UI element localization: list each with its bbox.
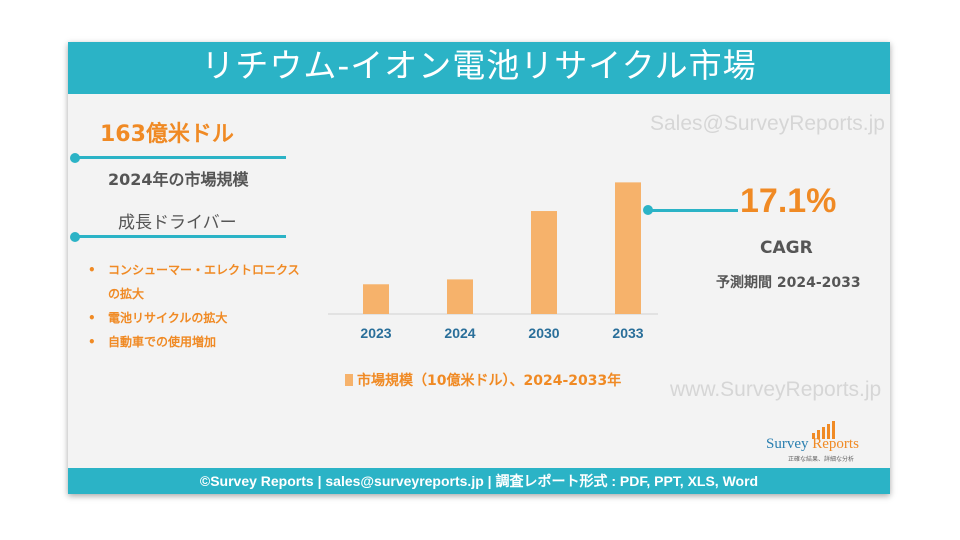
market-bar-chart: 2023 2024 2030 2033	[328, 182, 658, 341]
logo-bars-icon	[812, 420, 837, 439]
legend-swatch	[345, 374, 353, 386]
title-bar: リチウム-イオン電池リサイクル市場	[68, 42, 890, 94]
footer-text: ©Survey Reports | sales@surveyreports.jp…	[199, 473, 759, 489]
forecast-period: 予測期間 2024-2033	[716, 275, 861, 291]
x-tick-label: 2023	[360, 325, 391, 341]
x-tick-label: 2030	[528, 325, 559, 341]
cagr-line	[650, 209, 738, 212]
drivers-heading: 成長ドライバー	[118, 213, 237, 233]
driver-item: コンシューマー・エレクトロニクスの拡大	[88, 258, 308, 306]
survey-reports-logo: Survey Reports 正確な結果、詳細な分析	[766, 420, 878, 463]
driver-item: 電池リサイクルの拡大	[88, 306, 308, 330]
bar-2030	[531, 211, 557, 314]
bar-2023	[363, 284, 389, 314]
chart-legend: 市場規模（10億米ドル）、2024-2033年	[345, 370, 621, 390]
footer-bar: ©Survey Reports | sales@surveyreports.jp…	[68, 468, 890, 494]
market-size-value: 163億米ドル	[100, 122, 234, 147]
logo-tagline: 正確な結果、詳細な分析	[788, 456, 855, 463]
driver-item: 自動車での使用増加	[88, 330, 308, 354]
market-size-label: 2024年の市場規模	[108, 170, 249, 189]
x-tick-label: 2033	[612, 325, 643, 341]
legend-label: 市場規模（10億米ドル）、2024-2033年	[357, 373, 622, 389]
watermark-top: Sales@SurveyReports.jp	[650, 112, 885, 135]
watermark-bottom: www.SurveyReports.jp	[670, 378, 882, 401]
drivers-list: コンシューマー・エレクトロニクスの拡大 電池リサイクルの拡大 自動車での使用増加	[88, 258, 308, 354]
cagr-value: 17.1%	[740, 182, 837, 220]
logo-name: Survey Reports	[766, 436, 859, 452]
market-size-line	[76, 156, 286, 159]
x-tick-label: 2024	[444, 325, 475, 341]
bar-2033	[615, 182, 641, 314]
bar-2024	[447, 279, 473, 314]
page-title: リチウム-イオン電池リサイクル市場	[201, 46, 757, 85]
cagr-line-dot	[643, 205, 653, 215]
cagr-label: CAGR	[760, 238, 813, 258]
drivers-line-dot	[70, 232, 80, 242]
drivers-line	[76, 235, 286, 238]
infographic-card: リチウム-イオン電池リサイクル市場 Sales@SurveyReports.jp…	[68, 42, 890, 494]
market-size-line-dot	[70, 153, 80, 163]
